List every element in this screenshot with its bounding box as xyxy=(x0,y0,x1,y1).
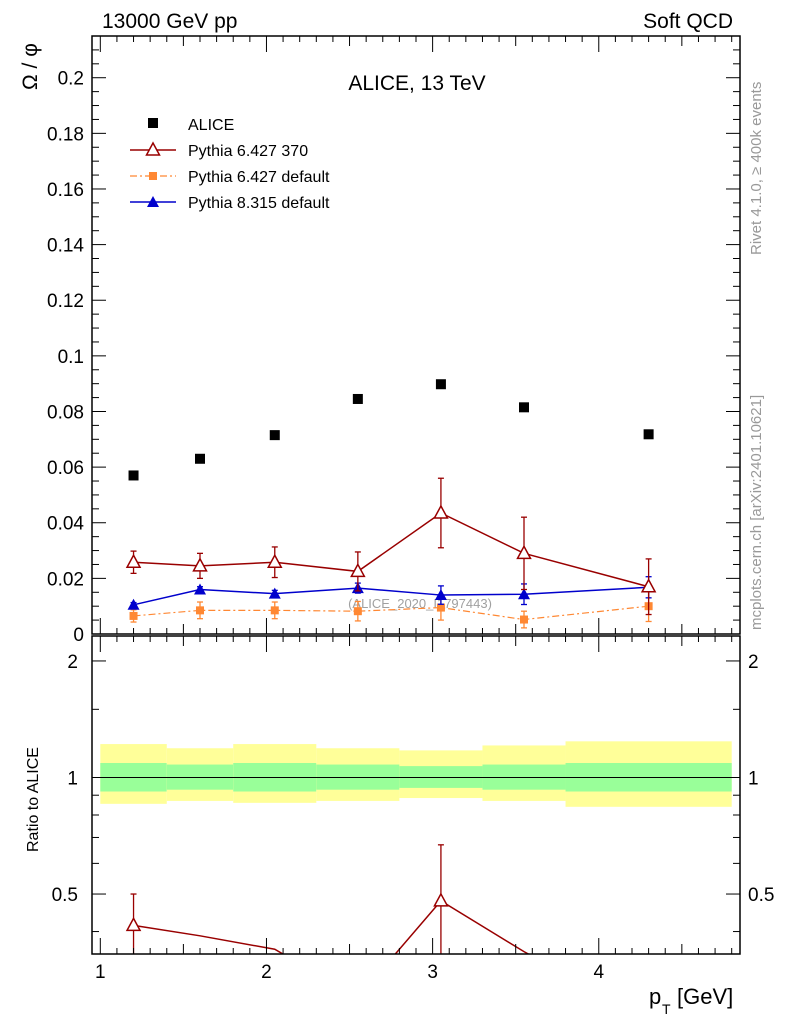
legend-marker-pythia6-370 xyxy=(145,141,161,156)
data-point-pythia-8-315-default xyxy=(434,589,447,601)
legend-label-pythia8-default: Pythia 8.315 default xyxy=(188,195,330,212)
data-point-alice xyxy=(128,470,139,481)
main-ytick-label: 0.18 xyxy=(47,124,84,145)
ratio-series-pythia-6-427-370 xyxy=(125,844,530,954)
data-point-alice xyxy=(643,429,654,440)
legend-marker-pythia8-default xyxy=(147,196,159,207)
data-point-pythia-6-427-370 xyxy=(350,562,366,578)
data-point-pythia-8-315-default xyxy=(268,587,281,599)
data-point-pythia-6-427-370 xyxy=(433,504,449,519)
main-ytick-label: 0.14 xyxy=(47,236,84,257)
legend-marker-pythia6-default xyxy=(149,172,157,180)
legend-marker-alice xyxy=(148,118,158,128)
data-point-pythia-6-427-default xyxy=(270,606,279,615)
rivet-version-label: Rivet 4.1.0, ≥ 400k events xyxy=(748,82,765,255)
data-point-alice xyxy=(352,393,363,404)
ratio-ytick-label-left: 2 xyxy=(67,652,78,673)
x-tick-label: 2 xyxy=(261,962,272,983)
main-ytick-label: 0.1 xyxy=(58,347,84,368)
data-point-pythia-6-427-default xyxy=(436,603,445,612)
x-axis-label: p T [GeV] xyxy=(649,984,733,1017)
analysis-watermark: (ALICE_2020_I1797443) xyxy=(348,596,492,611)
x-axis-label-unit: [GeV] xyxy=(677,984,733,1009)
series-alice xyxy=(128,379,654,481)
main-ytick-label: 0.02 xyxy=(47,569,84,590)
legend-entry-pythia8-default: Pythia 8.315 default xyxy=(130,195,330,212)
x-tick-label: 4 xyxy=(593,962,604,983)
data-point-pythia-6-427-default xyxy=(353,607,362,616)
data-point-pythia-6-427-370 xyxy=(640,578,657,593)
main-frame xyxy=(91,35,741,635)
data-point-pythia-6-427-default xyxy=(129,611,138,620)
x-tick-label: 3 xyxy=(427,962,438,983)
legend-label-pythia6-370: Pythia 6.427 370 xyxy=(188,143,308,160)
ratio-line-pythia-6-427-370 xyxy=(133,899,530,954)
main-title: ALICE, 13 TeV xyxy=(348,72,485,95)
series-pythia-6-427-370 xyxy=(125,477,657,616)
main-y-axis-label: Ω / φ xyxy=(19,43,42,90)
data-point-alice xyxy=(195,453,205,464)
data-point-pythia-8-315-default xyxy=(518,588,530,600)
data-point-pythia-8-315-default xyxy=(194,583,206,595)
main-ytick-label: 0.12 xyxy=(47,291,84,312)
data-point-pythia-6-427-370 xyxy=(267,553,283,568)
ratio-y-axis-label: Ratio to ALICE xyxy=(25,747,42,852)
mcplots-reference-label: mcplots.cern.ch [arXiv:2401.10621] xyxy=(748,395,765,630)
data-point-pythia-8-315-default xyxy=(127,598,140,610)
data-point-pythia-6-427-370 xyxy=(192,557,208,572)
data-point-pythia-6-427-370 xyxy=(516,544,532,560)
main-ytick-label: 0.04 xyxy=(47,514,84,535)
data-point-alice xyxy=(269,430,280,441)
legend-entry-pythia6-370: Pythia 6.427 370 xyxy=(130,141,308,160)
main-ytick-label: 0.08 xyxy=(47,402,84,423)
header-collision: 13000 GeV pp xyxy=(102,10,237,33)
data-point-pythia-6-427-370 xyxy=(125,553,142,568)
ratio-point-pythia-6-427-370 xyxy=(125,916,142,932)
ratio-ytick-label-right: 0.5 xyxy=(748,885,774,906)
ratio-point-pythia-6-427-370 xyxy=(433,892,449,907)
legend-entry-alice: ALICE xyxy=(148,117,234,134)
data-point-pythia-6-427-default xyxy=(196,606,204,615)
ratio-ytick-label-left: 0.5 xyxy=(52,885,78,906)
legend-label-pythia6-default: Pythia 6.427 default xyxy=(188,169,330,186)
ratio-ytick-label-right: 2 xyxy=(748,652,759,673)
header-category: Soft QCD xyxy=(643,10,733,33)
main-ytick-label: 0 xyxy=(73,625,84,646)
ratio-ytick-label-left: 1 xyxy=(67,768,78,789)
series-line-pythia-6-427-370 xyxy=(133,512,649,588)
x-axis-label-subscript: T xyxy=(662,1001,671,1017)
ratio-ytick-label-right: 1 xyxy=(748,768,759,789)
main-ytick-label: 0.2 xyxy=(58,69,84,90)
x-axis-label-p: p xyxy=(649,984,661,1009)
x-tick-label: 1 xyxy=(95,962,106,983)
main-ytick-label: 0.16 xyxy=(47,180,84,201)
main-panel: (ALICE_2020_I1797443) ALICE, 13 TeV Ω / … xyxy=(19,35,741,646)
data-point-pythia-6-427-default xyxy=(520,615,528,624)
data-point-alice xyxy=(435,379,446,390)
legend-label-alice: ALICE xyxy=(188,117,234,134)
data-point-alice xyxy=(519,402,529,413)
legend-entry-pythia6-default: Pythia 6.427 default xyxy=(130,169,330,186)
main-ytick-label: 0.06 xyxy=(47,458,84,479)
ratio-panel: 0.5 0.5 1 1 2 2 Ratio to ALICE 1 2 3 4 p T [GeV] xyxy=(25,635,774,1017)
legend: ALICE Pythia 6.427 370 Pythia 6.427 defa… xyxy=(130,117,330,212)
